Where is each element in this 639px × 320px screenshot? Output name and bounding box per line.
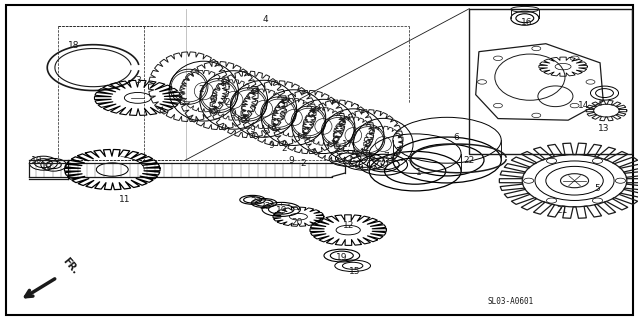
Text: SL03-A0601: SL03-A0601: [488, 297, 534, 306]
Text: 19: 19: [275, 206, 287, 215]
Text: 4: 4: [263, 15, 268, 24]
Text: 21: 21: [556, 206, 567, 215]
Text: 9: 9: [269, 141, 275, 150]
Text: 2: 2: [224, 98, 230, 107]
Text: 22: 22: [464, 156, 475, 164]
Text: 10: 10: [31, 156, 43, 164]
Text: 23: 23: [259, 202, 271, 211]
Text: 8: 8: [364, 140, 370, 148]
Text: 15: 15: [349, 267, 360, 276]
Text: 11: 11: [119, 195, 131, 204]
Text: 3: 3: [135, 76, 141, 85]
Text: 13: 13: [597, 124, 609, 132]
Text: 12: 12: [343, 221, 354, 230]
Text: 7: 7: [383, 152, 389, 161]
Text: 2: 2: [282, 144, 288, 153]
Text: 10: 10: [41, 162, 52, 171]
Text: 18: 18: [68, 41, 80, 50]
Text: 2: 2: [301, 159, 306, 168]
Text: 9: 9: [250, 125, 256, 134]
Text: 1: 1: [415, 168, 421, 177]
Text: 9: 9: [231, 109, 236, 118]
Text: 2: 2: [263, 130, 268, 139]
Text: 14: 14: [578, 101, 590, 110]
Text: 2: 2: [243, 114, 249, 123]
Text: 19: 19: [336, 253, 348, 262]
Text: 2: 2: [199, 85, 204, 94]
Text: 6: 6: [454, 133, 459, 142]
Text: FR.: FR.: [60, 256, 79, 276]
Text: 5: 5: [594, 184, 600, 193]
Text: 23: 23: [250, 197, 261, 206]
Text: 17: 17: [343, 140, 354, 148]
Text: 9: 9: [212, 95, 217, 104]
Text: 20: 20: [291, 218, 303, 227]
Text: 9: 9: [288, 156, 294, 164]
Text: 16: 16: [521, 19, 532, 28]
